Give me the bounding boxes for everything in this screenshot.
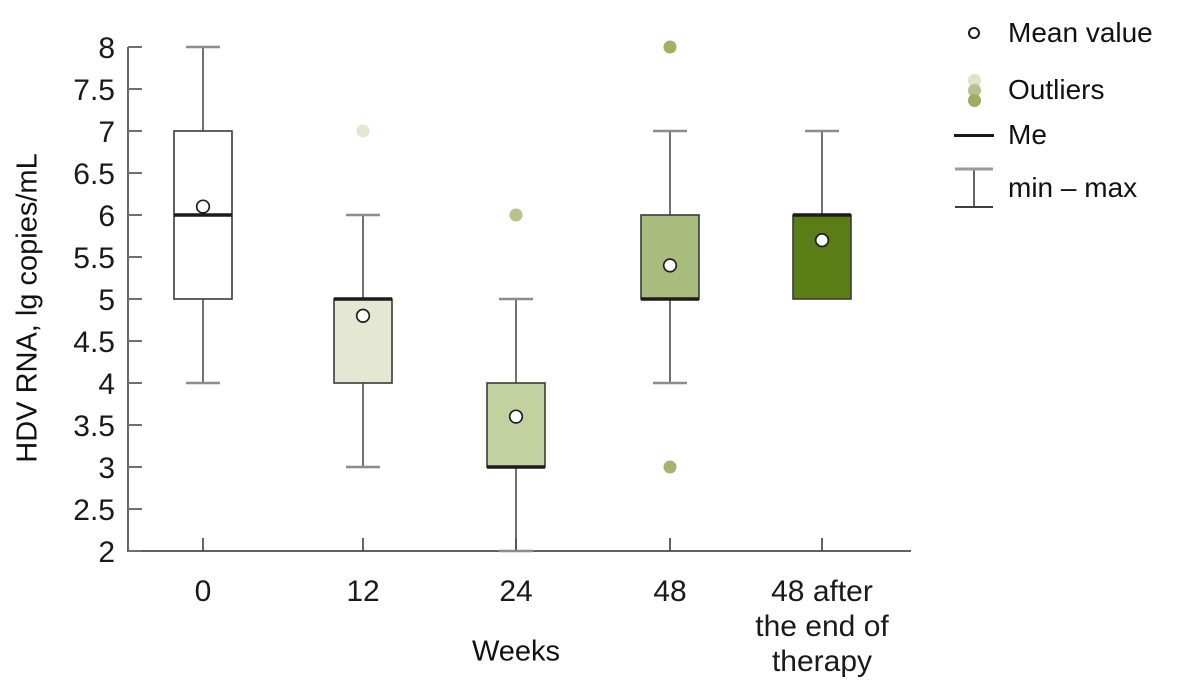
y-tick-label: 3 <box>98 452 115 485</box>
y-tick-label: 5 <box>98 284 115 317</box>
legend-item-median: Me <box>948 119 1047 150</box>
mean-value-icon <box>968 27 980 39</box>
y-tick-label: 2.5 <box>73 494 115 527</box>
y-tick-label: 3.5 <box>73 410 115 443</box>
legend-item-outliers: Outliers <box>948 66 1104 114</box>
min-max-whisker-icon <box>955 167 993 208</box>
outlier-dot-icon <box>967 93 981 107</box>
mean-marker <box>662 258 678 273</box>
x-category-label: 48 <box>653 575 686 608</box>
mean-marker <box>508 409 524 424</box>
y-tick-label: 8 <box>98 32 115 65</box>
outlier-dot <box>509 208 523 222</box>
y-tick-label: 7.5 <box>73 74 115 107</box>
x-category-label: 0 <box>195 575 212 608</box>
x-category-label: therapy <box>772 645 872 678</box>
y-tick-label: 5.5 <box>73 242 115 275</box>
box <box>640 214 700 300</box>
outlier-dot <box>356 124 370 138</box>
legend-item-mean-value: Mean value <box>948 17 1153 48</box>
outlier-dot <box>663 460 677 474</box>
y-tick-label: 6 <box>98 200 115 233</box>
box <box>486 382 546 468</box>
mean-marker <box>195 199 211 214</box>
legend-label: min – max <box>1008 172 1138 203</box>
y-tick-label: 2 <box>98 536 115 569</box>
outlier-dot-icon <box>967 83 981 97</box>
mean-marker <box>814 233 830 248</box>
legend-label: Outliers <box>1008 74 1105 105</box>
y-tick-label: 7 <box>98 116 115 149</box>
legend-label: Mean value <box>1008 17 1153 48</box>
y-axis-title: HDV RNA, lg copies/mL <box>11 153 44 463</box>
x-category-label: 12 <box>346 575 379 608</box>
outlier-dot <box>663 40 677 54</box>
x-category-label: 24 <box>499 575 532 608</box>
median-line-icon <box>954 133 994 137</box>
y-tick-label: 4.5 <box>73 326 115 359</box>
legend-item-minmax: min – max <box>948 162 1137 214</box>
legend-label: Me <box>1008 119 1047 150</box>
y-tick-label: 6.5 <box>73 158 115 191</box>
y-tick-label: 4 <box>98 368 115 401</box>
x-category-label: 48 after <box>771 575 873 608</box>
mean-marker <box>355 308 371 323</box>
outlier-dot-icon <box>967 73 981 87</box>
x-category-label: the end of <box>755 610 889 643</box>
legend: Mean value Outliers Me min – max <box>948 0 1194 230</box>
box <box>792 214 852 300</box>
x-axis-title: Weeks <box>471 635 561 668</box>
